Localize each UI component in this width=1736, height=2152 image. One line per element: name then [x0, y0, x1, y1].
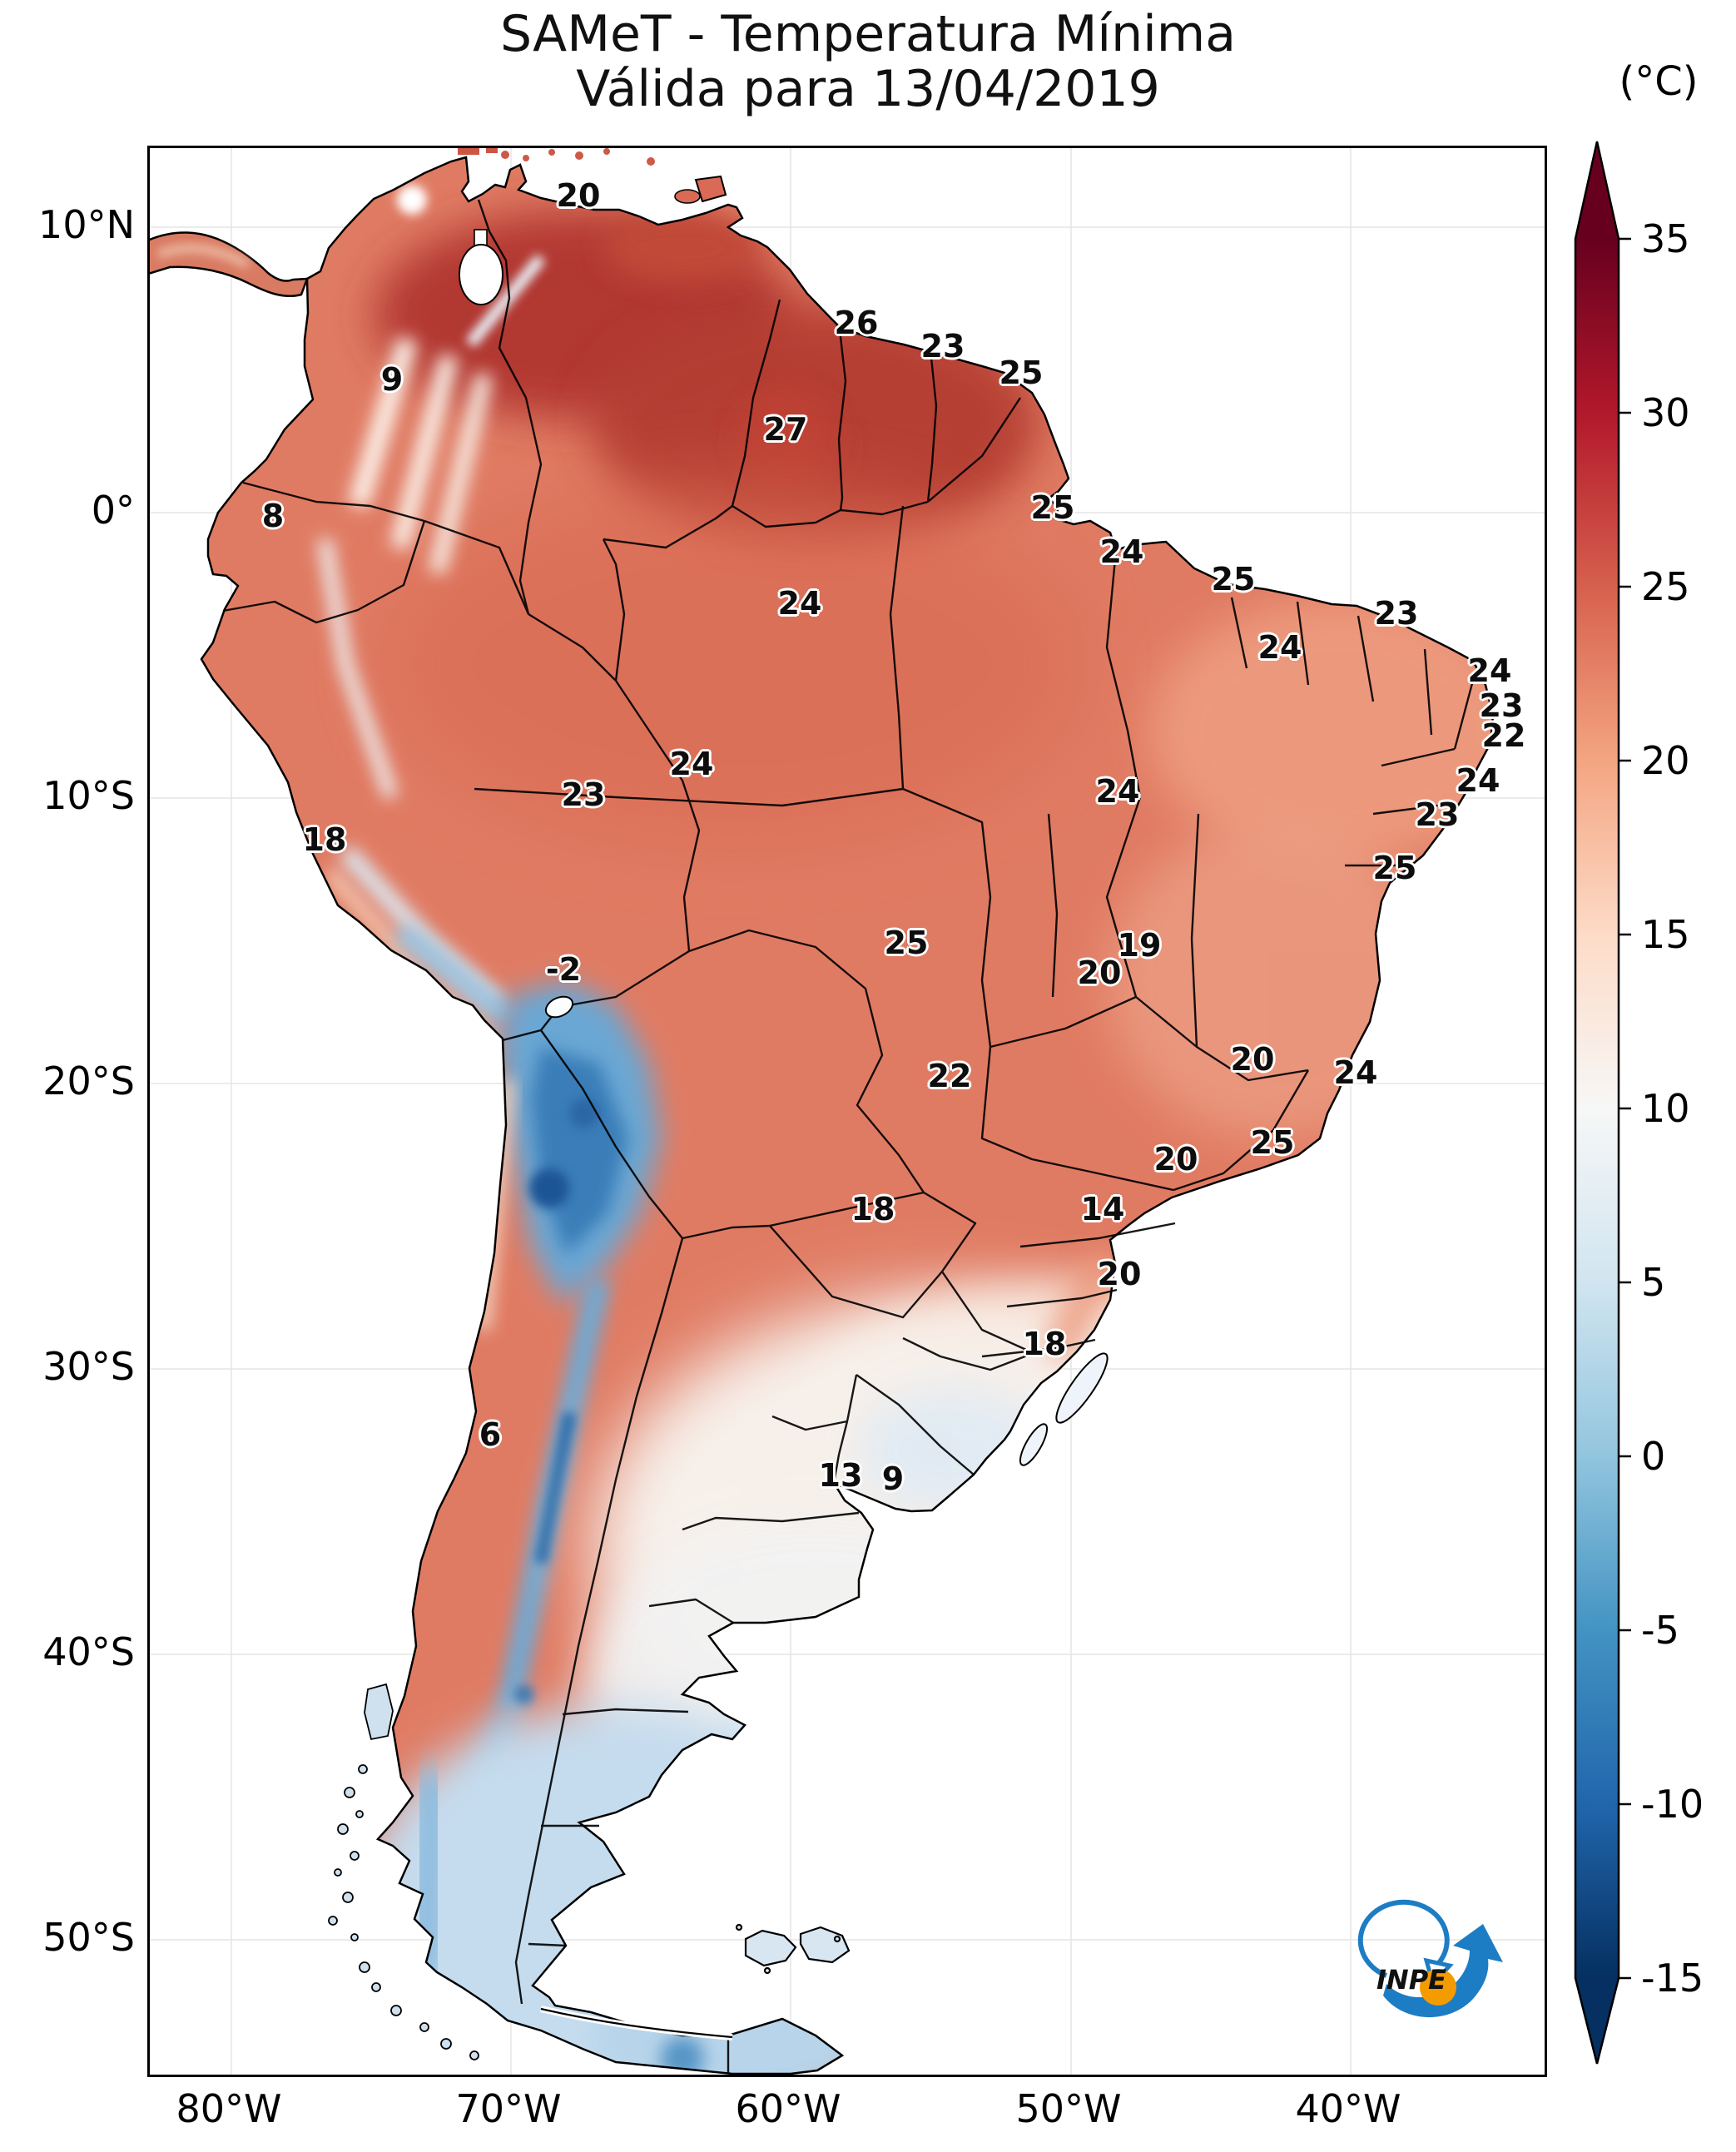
lon-tick-label: 40°W [1295, 2086, 1401, 2131]
coastline [200, 156, 1495, 2075]
colorbar-tick-label: -10 [1641, 1782, 1704, 1827]
colorbar-tick-label: 10 [1641, 1086, 1690, 1131]
temperature-field [201, 157, 1493, 2074]
colorbar-tick-label: 30 [1641, 390, 1690, 435]
islands [328, 148, 851, 2060]
colorbar-tick-label: 5 [1641, 1260, 1665, 1305]
central-america [150, 231, 309, 298]
colorbar-tick-label: 0 [1641, 1434, 1665, 1479]
figure-title-line2: Válida para 13/04/2019 [576, 60, 1160, 118]
colorbar-tick-label: 20 [1641, 738, 1690, 783]
lat-tick-label: 50°S [42, 1915, 135, 1960]
lon-tick-label: 60°W [735, 2086, 841, 2131]
south-america-map [150, 148, 1545, 2075]
lat-tick-label: 0° [91, 488, 135, 533]
lakes [459, 229, 1109, 1466]
lon-tick-label: 50°W [1015, 2086, 1122, 2131]
lon-tick-label: 80°W [176, 2086, 282, 2131]
inpe-logo-text: INPE [1376, 1964, 1446, 1996]
falkland-islands [735, 1923, 851, 1975]
colorbar: 35 30 25 20 15 10 5 0 -5 -10 -15 [1574, 141, 1704, 2065]
lat-tick-label: 10°S [42, 773, 135, 818]
lon-tick-label: 70°W [455, 2086, 562, 2131]
inpe-logo-arrow [1383, 1924, 1503, 2018]
figure-title: SAMeT - Temperatura Mínima Válida para 1… [0, 7, 1736, 117]
colorbar-tick-label: 25 [1641, 564, 1690, 609]
colorbar-gradient-bar [1574, 141, 1620, 2065]
colorbar-tick-label: -15 [1641, 1956, 1704, 2001]
political-borders [222, 199, 1476, 2074]
colorbar-tick-label: 15 [1641, 912, 1690, 957]
lat-tick-label: 20°S [42, 1059, 135, 1103]
lat-tick-label: 30°S [42, 1344, 135, 1389]
map-frame: 20 26 23 25 9 27 25 8 24 25 24 23 24 24 23 22 24 24 24 23 23… [147, 146, 1547, 2077]
inpe-logo: INPE [1357, 1899, 1503, 2018]
chilean-fjord-islets [328, 1683, 479, 2060]
inpe-logo-sun [1420, 1969, 1456, 2006]
lat-tick-label: 10°N [38, 202, 135, 247]
colorbar-unit-label: (°C) [1619, 58, 1699, 105]
lat-tick-label: 40°S [42, 1629, 135, 1674]
inpe-logo-orbit [1357, 1899, 1450, 1978]
magellan-strait [540, 2006, 733, 2040]
colorbar-tick-label: -5 [1641, 1608, 1679, 1653]
figure-title-line1: SAMeT - Temperatura Mínima [499, 5, 1237, 63]
colorbar-ticks: 35 30 25 20 15 10 5 0 -5 -10 -15 [1619, 216, 1704, 2001]
colorbar-tick-label: 35 [1641, 216, 1690, 261]
